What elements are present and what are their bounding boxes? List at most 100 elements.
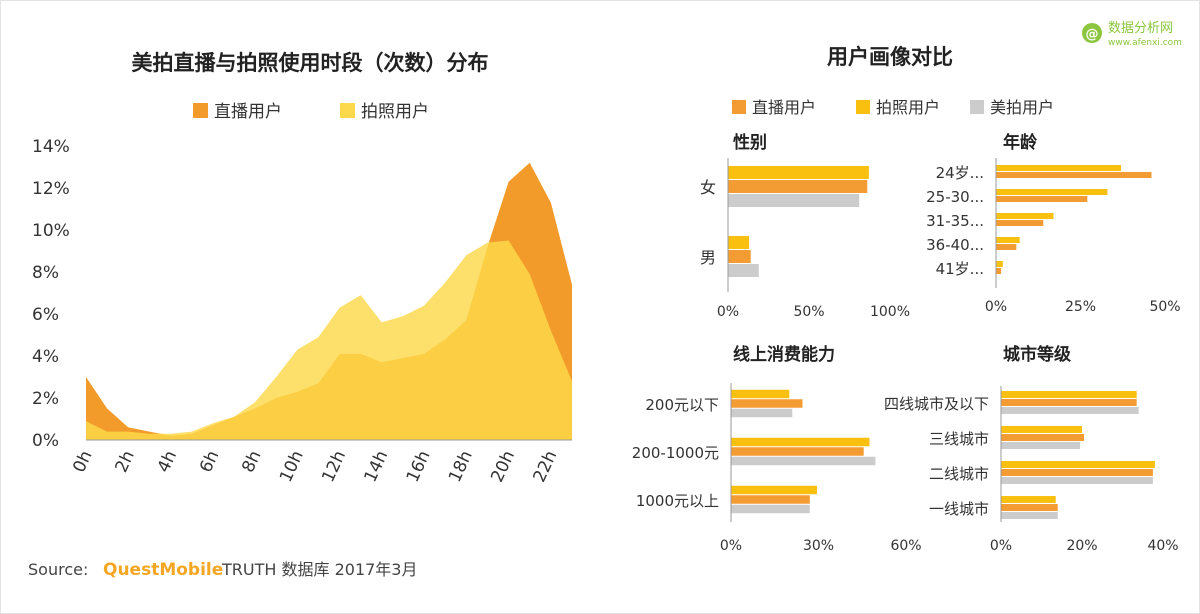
- x-tick-label: 18h: [445, 448, 477, 486]
- bar: [1001, 496, 1056, 503]
- source-note: Source: QuestMobile TRUTH 数据库 2017年3月: [28, 560, 417, 580]
- legend-swatch-photo-2: [856, 100, 870, 114]
- bar-chart-title: 年龄: [1003, 132, 1038, 153]
- x-tick-label: 0%: [985, 299, 1007, 315]
- y-tick-label: 4%: [32, 347, 59, 367]
- category-label: 四线城市及以下: [884, 395, 989, 413]
- bar: [996, 213, 1054, 219]
- bar: [996, 268, 1002, 274]
- category-label: 24岁...: [936, 164, 984, 182]
- bar: [731, 408, 793, 418]
- legend-swatch-meipai: [970, 100, 984, 114]
- bar: [1001, 426, 1082, 433]
- x-tick-label: 40%: [1147, 538, 1178, 554]
- watermark-name: 数据分析网: [1108, 21, 1173, 36]
- source-brand: QuestMobile: [103, 560, 223, 580]
- bar: [996, 172, 1152, 178]
- bar: [996, 244, 1017, 250]
- bar: [731, 389, 790, 399]
- bar: [1001, 512, 1058, 519]
- bar: [996, 165, 1122, 171]
- bar: [996, 261, 1003, 267]
- area-chart-title: 美拍直播与拍照使用时段（次数）分布: [132, 51, 489, 75]
- bar: [996, 196, 1088, 202]
- x-tick-label: 12h: [318, 448, 350, 486]
- area-chart: 0% 2% 4% 6% 8% 10% 12% 14% 0h 2h 4h 6h 8h 10h 12h 14h 16…: [32, 137, 572, 485]
- x-tick-label: 60%: [890, 538, 921, 554]
- y-tick-label: 8%: [32, 263, 59, 283]
- x-tick-label: 22h: [530, 448, 562, 486]
- legend-label-photo-2: 拍照用户: [876, 98, 940, 117]
- x-tick-label: 4h: [154, 448, 181, 476]
- bar: [1001, 407, 1139, 414]
- x-tick-label: 25%: [1065, 299, 1096, 315]
- bar: [731, 485, 817, 495]
- category-label: 一线城市: [929, 500, 989, 518]
- bar: [1001, 504, 1058, 511]
- category-label: 200元以下: [645, 396, 719, 414]
- category-label: 31-35...: [926, 212, 984, 230]
- y-tick-label: 6%: [32, 305, 59, 325]
- legend-label-meipai: 美拍用户: [990, 98, 1054, 117]
- legend-swatch-live-2: [732, 100, 746, 114]
- category-label: 二线城市: [929, 465, 989, 483]
- y-tick-label: 12%: [32, 179, 70, 199]
- category-label: 200-1000元: [632, 444, 719, 462]
- area-series-photo: [86, 240, 572, 440]
- bar: [728, 250, 751, 263]
- x-tick-label: 0%: [720, 538, 742, 554]
- bar: [731, 456, 876, 466]
- bar: [731, 437, 870, 447]
- legend-label-live: 直播用户: [214, 102, 282, 122]
- watermark-logo-glyph: @: [1086, 27, 1099, 42]
- bar: [728, 180, 868, 193]
- category-label: 41岁...: [936, 260, 984, 278]
- watermark-url: www.afenxi.com: [1108, 38, 1182, 48]
- x-tick-label: 100%: [870, 304, 910, 320]
- bar: [728, 264, 759, 277]
- bar: [1001, 469, 1153, 476]
- bar-chart-title: 线上消费能力: [733, 344, 835, 365]
- y-tick-label: 2%: [32, 389, 59, 409]
- x-tick-label: 6h: [196, 448, 223, 476]
- bar-chart-title: 城市等级: [1003, 344, 1071, 365]
- bar-chart-spend: 线上消费能力 200元以下 200-1000元 1000元以上 0% 30% 60%: [632, 344, 922, 554]
- category-label: 男: [700, 248, 716, 267]
- bar: [1001, 461, 1155, 468]
- watermark: @ 数据分析网 www.afenxi.com: [1082, 21, 1182, 48]
- bar: [1001, 477, 1153, 484]
- area-chart-legend: 直播用户 拍照用户: [193, 102, 429, 122]
- bar: [1001, 434, 1084, 441]
- x-tick-label: 14h: [361, 448, 393, 486]
- legend-swatch-live: [193, 103, 208, 118]
- x-tick-label: 10h: [276, 448, 308, 486]
- right-panel-title: 用户画像对比: [827, 45, 953, 69]
- legend-label-live-2: 直播用户: [752, 98, 816, 117]
- category-label: 25-30...: [926, 188, 984, 206]
- category-label: 1000元以上: [636, 492, 719, 510]
- category-label: 女: [700, 178, 716, 197]
- source-label: Source:: [28, 560, 88, 579]
- bar: [996, 189, 1108, 195]
- bar: [728, 166, 869, 179]
- bar-chart-title: 性别: [733, 132, 767, 153]
- x-tick-label: 20h: [487, 448, 519, 486]
- x-tick-label: 30%: [803, 538, 834, 554]
- bar: [731, 399, 803, 408]
- x-tick-label: 0h: [69, 448, 96, 476]
- bar: [731, 447, 864, 456]
- right-panel-legend: 直播用户 拍照用户 美拍用户: [732, 98, 1054, 117]
- bar: [996, 237, 1020, 243]
- x-tick-label: 50%: [793, 304, 824, 320]
- bar: [728, 236, 750, 249]
- legend-label-photo: 拍照用户: [361, 102, 429, 122]
- x-tick-label: 0%: [717, 304, 739, 320]
- x-tick-label: 16h: [403, 448, 435, 486]
- y-tick-label: 0%: [32, 431, 59, 451]
- bar: [731, 504, 810, 514]
- category-label: 三线城市: [929, 430, 989, 448]
- category-label: 36-40...: [926, 236, 984, 254]
